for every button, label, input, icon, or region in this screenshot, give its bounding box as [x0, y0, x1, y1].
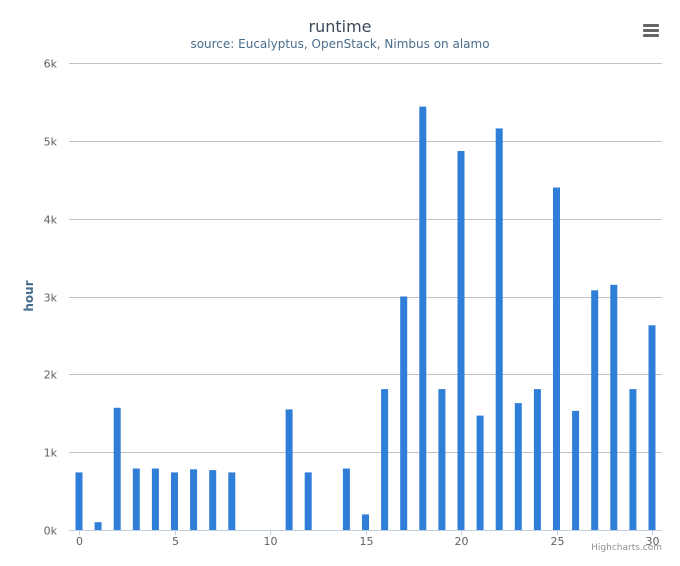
x-tick-label: 15	[360, 535, 374, 548]
bar[interactable]	[495, 128, 503, 530]
x-tick-label: 10	[264, 535, 278, 548]
x-tick-label: 5	[172, 535, 179, 548]
credits-link[interactable]: Highcharts.com	[591, 543, 662, 553]
bar[interactable]	[342, 468, 350, 531]
bar[interactable]	[228, 472, 236, 530]
menu-line	[643, 34, 659, 37]
x-tick-label: 30	[646, 535, 660, 548]
x-tick-label: 25	[551, 535, 565, 548]
chart-title: runtime	[308, 17, 372, 36]
bar[interactable]	[648, 325, 656, 530]
bar[interactable]	[132, 468, 140, 531]
bar[interactable]	[457, 151, 465, 530]
menu-line	[643, 24, 659, 27]
x-axis: 0 5 10 15 20 25 30	[69, 530, 662, 548]
menu-line	[643, 29, 659, 32]
bar[interactable]	[419, 106, 427, 530]
chart-subtitle: source: Eucalyptus, OpenStack, Nimbus on…	[190, 37, 490, 51]
bar[interactable]	[285, 409, 293, 530]
y-tick-label: 2k	[44, 369, 58, 382]
bar[interactable]	[113, 407, 121, 530]
y-tick-label: 3k	[44, 292, 58, 305]
y-tick-label: 5k	[44, 136, 58, 149]
y-tick-label: 4k	[44, 214, 58, 227]
bar[interactable]	[362, 514, 369, 530]
y-axis: 0k 1k 2k 3k 4k 5k 6k	[44, 58, 58, 538]
y-tick-label: 6k	[44, 58, 58, 71]
bar[interactable]	[151, 468, 159, 531]
bar[interactable]	[476, 415, 484, 530]
bar[interactable]	[591, 290, 599, 530]
bar[interactable]	[94, 522, 102, 530]
bar[interactable]	[572, 410, 580, 530]
bar[interactable]	[400, 296, 408, 531]
bar[interactable]	[514, 403, 522, 530]
bar[interactable]	[629, 389, 637, 530]
hamburger-menu-icon[interactable]	[636, 16, 664, 44]
bar[interactable]	[553, 187, 560, 531]
bar[interactable]	[533, 389, 541, 530]
x-tick-label: 0	[76, 535, 83, 548]
grid-lines	[69, 63, 662, 453]
bar-series	[75, 106, 656, 531]
x-tick-label: 20	[455, 535, 469, 548]
y-tick-label: 0k	[44, 525, 58, 538]
y-tick-label: 1k	[44, 447, 58, 460]
bar[interactable]	[381, 389, 389, 530]
bar[interactable]	[190, 469, 198, 530]
bar[interactable]	[610, 284, 618, 530]
bar[interactable]	[304, 472, 312, 530]
bar[interactable]	[171, 472, 178, 530]
bar[interactable]	[438, 389, 446, 530]
bar[interactable]	[75, 472, 83, 530]
bar[interactable]	[209, 470, 217, 530]
